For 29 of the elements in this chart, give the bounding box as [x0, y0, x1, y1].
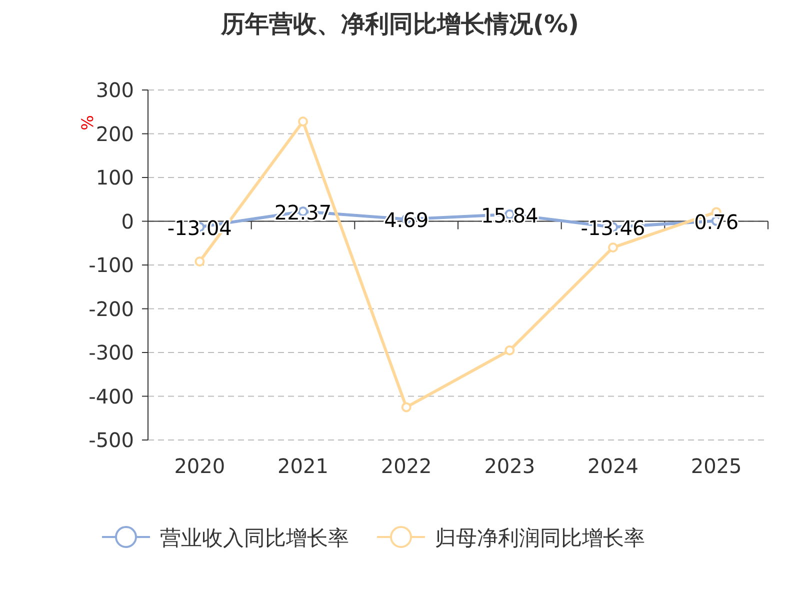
- x-tick-label: 2023: [484, 454, 536, 478]
- point: [194, 256, 205, 266]
- y-tick-label: 300: [96, 78, 134, 102]
- y-axis-title: %: [78, 115, 97, 130]
- x-tick-label: 2022: [380, 454, 432, 478]
- y-tick-label: -500: [88, 428, 134, 452]
- x-tick-label: 2024: [588, 454, 638, 478]
- x-tick-label: 2025: [690, 454, 742, 478]
- y-tick-label: -300: [88, 340, 134, 364]
- x-tick-label: 2020: [174, 454, 226, 478]
- y-tick-label: 0: [121, 209, 134, 234]
- data-label: 22.37: [274, 200, 332, 224]
- legend-label: 归母净利润同比增长率: [435, 526, 645, 550]
- y-tick-label: -200: [88, 296, 134, 321]
- point: [608, 242, 618, 252]
- point: [401, 402, 412, 412]
- x-tick-label: 2021: [278, 454, 328, 478]
- point: [504, 345, 515, 356]
- y-tick-label: 200: [96, 122, 134, 146]
- y-tick-label: -400: [88, 384, 134, 408]
- data-label: -13.04: [167, 216, 232, 240]
- chart-title: 历年营收、净利同比增长情况(%): [220, 10, 579, 38]
- y-tick-label: -100: [88, 253, 134, 277]
- point: [298, 116, 308, 126]
- data-label: 15.84: [481, 203, 538, 228]
- legend-label: 营业收入同比增长率: [160, 526, 349, 550]
- data-label: 0.76: [694, 210, 739, 234]
- data-label: -13.46: [580, 216, 646, 240]
- y-tick-label: 100: [96, 166, 134, 190]
